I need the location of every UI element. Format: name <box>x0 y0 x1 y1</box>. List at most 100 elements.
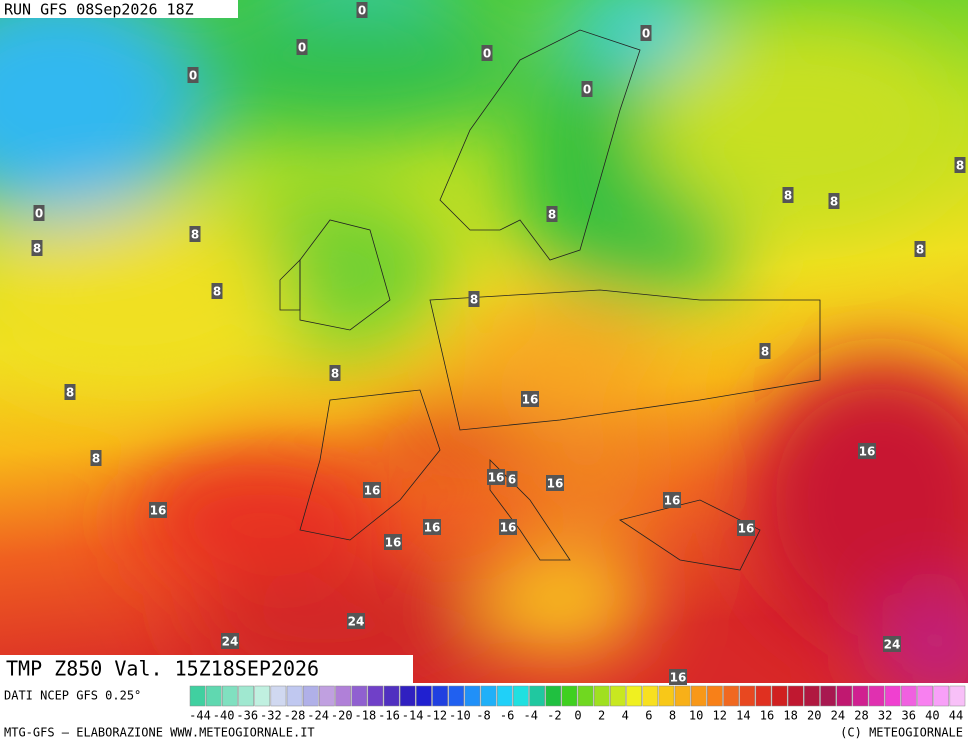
scale-swatch <box>496 685 513 707</box>
contour-label-box <box>423 519 441 535</box>
scale-label: -20 <box>331 709 353 723</box>
copyright: (C) METEOGIORNALE <box>840 726 963 740</box>
scale-swatch <box>464 685 481 707</box>
scale-label: -32 <box>260 709 282 723</box>
contour-label: 16 <box>664 494 681 508</box>
contour-label-box <box>90 450 102 466</box>
contour-label-box <box>189 226 201 242</box>
scale-label: -16 <box>378 709 400 723</box>
scale-swatch <box>319 685 335 707</box>
contour-label: 0 <box>583 83 591 97</box>
scale-swatch <box>820 685 836 707</box>
scale-swatch <box>755 685 772 707</box>
scale-label: -18 <box>355 709 377 723</box>
contour-label: 8 <box>916 243 924 257</box>
run-box <box>0 0 238 18</box>
contour-label-box <box>546 475 564 491</box>
scale-swatch <box>610 685 626 707</box>
contour-label-box <box>64 384 76 400</box>
scale-label: 28 <box>854 709 868 723</box>
contour-label-box <box>296 39 308 55</box>
scale-swatch <box>448 685 465 707</box>
scale-swatch <box>836 685 853 707</box>
contour-label: 16 <box>150 504 167 518</box>
scale-label: 20 <box>807 709 821 723</box>
contour-label: 8 <box>66 386 74 400</box>
scale-swatch <box>771 685 788 707</box>
contour-label: 16 <box>547 477 564 491</box>
contour-label-box <box>329 365 341 381</box>
contour-label-box <box>828 193 840 209</box>
contour-label-box <box>759 343 771 359</box>
scale-swatch <box>302 685 319 707</box>
scale-swatch <box>723 685 739 707</box>
contour-label: 0 <box>483 47 491 61</box>
contour-label-box <box>211 283 223 299</box>
title-box <box>0 655 413 683</box>
contour-label: 8 <box>33 242 41 256</box>
contour-label: 6 <box>508 473 516 487</box>
contour-label-box <box>363 482 381 498</box>
scale-swatch <box>561 685 578 707</box>
contour-label: 8 <box>470 293 478 307</box>
scale-swatch <box>383 685 400 707</box>
scale-label: 16 <box>760 709 774 723</box>
scale-swatch <box>868 685 885 707</box>
contour-label-box <box>149 502 167 518</box>
color-scale: -44 -40 -36 -32 -28 -24 -20 -18 -16 -14 -12 -10 -8 -6… <box>189 685 966 723</box>
contour-label: 0 <box>298 41 306 55</box>
contour-label: 8 <box>548 208 556 222</box>
contour-label-box <box>499 519 517 535</box>
contour-label: 8 <box>331 367 339 381</box>
scale-swatch <box>367 685 384 707</box>
scale-label: -10 <box>449 709 471 723</box>
scale-label: -36 <box>236 709 258 723</box>
scale-swatch <box>529 685 545 707</box>
contour-label: 16 <box>522 393 539 407</box>
contour-label-box <box>468 291 480 307</box>
scale-label: 12 <box>713 709 727 723</box>
scale-label: -2 <box>547 709 561 723</box>
map-title: TMP Z850 Val. 15Z18SEP2026 <box>6 657 319 681</box>
scale-label: 32 <box>878 709 892 723</box>
scale-label: 4 <box>622 709 629 723</box>
scale-label: 14 <box>736 709 750 723</box>
contour-label: 24 <box>222 635 239 649</box>
scale-label: -8 <box>476 709 490 723</box>
scale-swatch <box>884 685 901 707</box>
contour-label: 8 <box>92 452 100 466</box>
contour-label-box <box>356 2 368 18</box>
scale-swatch <box>189 685 206 707</box>
scale-label: 40 <box>925 709 939 723</box>
scale-swatch <box>513 685 529 707</box>
contour-label-box <box>187 67 199 83</box>
scale-swatch <box>222 685 238 707</box>
scale-swatch <box>933 685 950 707</box>
contour-label-box <box>487 469 505 485</box>
run-info: RUN GFS 08Sep2026 18Z <box>4 1 194 19</box>
contour-label-box <box>481 45 493 61</box>
contour-label: 8 <box>784 189 792 203</box>
contour-label: 0 <box>358 4 366 18</box>
scale-label: 18 <box>783 709 797 723</box>
contour-label: 16 <box>859 445 876 459</box>
scale-label: 8 <box>669 709 676 723</box>
scale-swatch <box>626 685 642 707</box>
scale-label: -40 <box>213 709 235 723</box>
scale-swatch <box>690 685 707 707</box>
scale-label: -24 <box>307 709 329 723</box>
scale-swatch <box>416 685 432 707</box>
contour-label-box <box>221 633 239 649</box>
scale-swatch <box>577 685 594 707</box>
contour-label-box <box>384 534 402 550</box>
contour-label-box <box>640 25 652 41</box>
contour-label: 16 <box>424 521 441 535</box>
scale-label: 36 <box>902 709 916 723</box>
scale-label: 44 <box>949 709 963 723</box>
scale-swatch <box>739 685 756 707</box>
scale-label: -4 <box>524 709 538 723</box>
coastlines <box>279 29 821 571</box>
contour-label: 8 <box>956 159 964 173</box>
contour-label: 16 <box>488 471 505 485</box>
